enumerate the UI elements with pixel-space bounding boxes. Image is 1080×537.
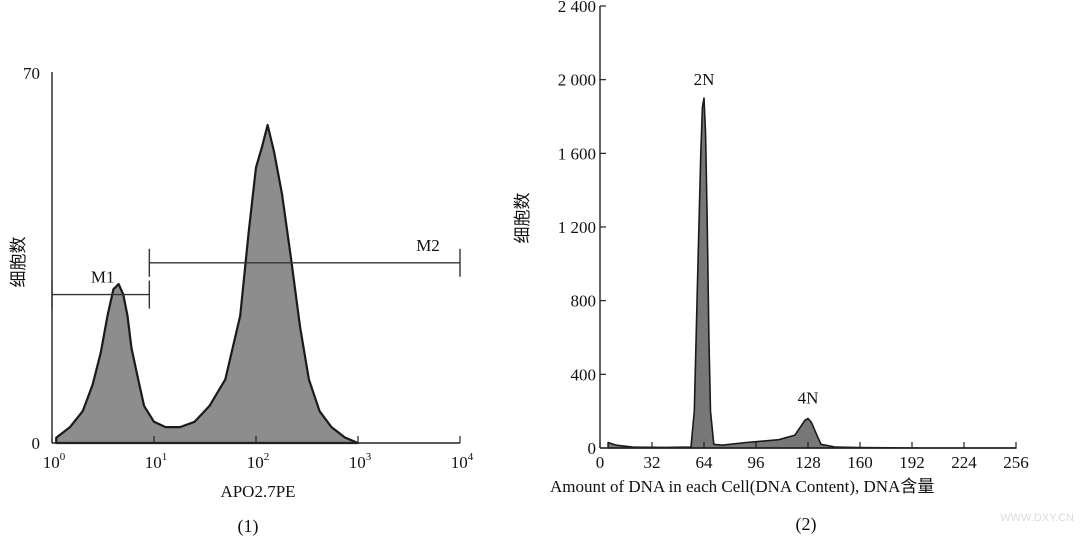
p2-y-tick-label: 2 400 xyxy=(558,0,596,16)
p2-x-tick-label: 192 xyxy=(899,453,925,472)
p2-x-tick-label: 256 xyxy=(1003,453,1029,472)
p2-x-tick-label: 0 xyxy=(596,453,605,472)
p2-x-tick-label: 160 xyxy=(847,453,873,472)
watermark: WWW.DXY.CN xyxy=(1000,512,1074,524)
p2-y-tick-label: 400 xyxy=(571,365,597,384)
peak-label-2n: 2N xyxy=(694,70,715,89)
histogram-apo27pe: 100 101 102 103 104 M1 M2 0 70 细胞数 APO2.7PE (… xyxy=(9,64,474,537)
p2-x-tick-label: 32 xyxy=(644,453,661,472)
p1-gates: M1 M2 xyxy=(51,236,461,309)
p2-y-axis-label: 细胞数 xyxy=(513,193,532,244)
p2-x-tick-label: 64 xyxy=(696,453,714,472)
p2-x-tick-label: 128 xyxy=(795,453,821,472)
p2-y-tick-label: 0 xyxy=(588,439,597,458)
p1-x-axis-label: APO2.7PE xyxy=(220,482,295,501)
m1-gate-label: M1 xyxy=(91,268,115,287)
apo-histogram-area xyxy=(55,123,360,445)
p2-peak-labels: 2N 4N xyxy=(694,70,819,408)
p1-y-axis-label: 细胞数 xyxy=(9,237,28,288)
p2-x-ticks: 0 32 64 96 128 160 192 224 256 xyxy=(596,442,1029,472)
p2-y-tick-label: 1 600 xyxy=(558,144,596,163)
p1-x-tick-label: 103 xyxy=(349,451,372,472)
p2-y-tick-label: 800 xyxy=(571,292,597,311)
dna-content-histogram: 0 400 800 1 200 1 600 2 000 2 400 0 32 64 96 128 16… xyxy=(513,0,1029,535)
p2-y-ticks: 0 400 800 1 200 1 600 2 000 2 400 xyxy=(558,0,606,458)
p1-x-tick-label: 104 xyxy=(451,451,474,472)
dna-content-area xyxy=(607,97,1017,449)
p1-caption: (1) xyxy=(238,516,259,537)
p1-y-tick-0: 0 xyxy=(32,434,41,453)
p1-y-tick-70: 70 xyxy=(23,64,40,83)
p1-x-tick-label: 101 xyxy=(145,451,168,472)
p2-y-tick-label: 1 200 xyxy=(558,218,596,237)
p2-x-tick-label: 224 xyxy=(951,453,977,472)
p2-caption: (2) xyxy=(796,514,817,535)
p1-x-ticks: 100 101 102 103 104 xyxy=(43,436,474,472)
p1-x-tick-label: 102 xyxy=(247,451,270,472)
m2-gate-label: M2 xyxy=(416,236,440,255)
p2-x-axis-label: Amount of DNA in each Cell(DNA Content),… xyxy=(550,477,934,496)
p1-x-tick-label: 100 xyxy=(43,451,66,472)
p2-x-tick-label: 96 xyxy=(748,453,765,472)
p2-y-tick-label: 2 000 xyxy=(558,71,596,90)
peak-label-4n: 4N xyxy=(798,388,819,407)
